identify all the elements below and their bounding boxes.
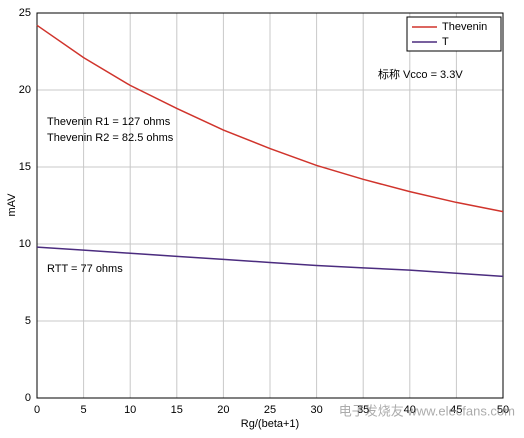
series-line xyxy=(36,246,504,278)
x-tick-label: 50 xyxy=(497,404,509,416)
x-tick-label: 30 xyxy=(310,404,322,416)
x-tick-label: 5 xyxy=(81,404,87,416)
series-line xyxy=(36,24,504,213)
x-tick-label: 20 xyxy=(217,404,229,416)
watermark: 电子发烧友 www.elecfans.com xyxy=(339,403,515,418)
y-tick-label: 25 xyxy=(19,7,31,19)
legend-label: T xyxy=(442,36,449,48)
x-tick-label: 25 xyxy=(264,404,276,416)
y-tick-label: 20 xyxy=(19,84,31,96)
annotation: 标称 Vcco = 3.3V xyxy=(378,67,463,81)
x-tick-label: 45 xyxy=(450,404,462,416)
legend-box xyxy=(406,16,502,52)
x-tick-label: 40 xyxy=(404,404,416,416)
plot: 0 5 10 15 20 25 0 5 10 15 20 25 30 35 40 45 50 Thevenin T xyxy=(19,7,509,416)
y-axis-label: mAV xyxy=(6,193,18,217)
x-tick-label: 10 xyxy=(124,404,136,416)
x-axis-label: Rg/(beta+1) xyxy=(241,418,299,430)
y-tick-label: 10 xyxy=(19,238,31,250)
x-tick-label: 15 xyxy=(171,404,183,416)
y-tick-label: 15 xyxy=(19,161,31,173)
y-tick-label: 5 xyxy=(25,315,31,327)
legend-label: Thevenin xyxy=(442,21,487,33)
y-tick-label: 0 xyxy=(25,392,31,404)
x-tick-label: 0 xyxy=(34,404,40,416)
annotation: Thevenin R2 = 82.5 ohms xyxy=(47,132,174,144)
annotation: Thevenin R1 = 127 ohms xyxy=(47,116,171,128)
x-tick-label: 35 xyxy=(357,404,369,416)
plot-frame xyxy=(36,12,504,399)
annotation: RTT = 77 ohms xyxy=(47,263,123,275)
